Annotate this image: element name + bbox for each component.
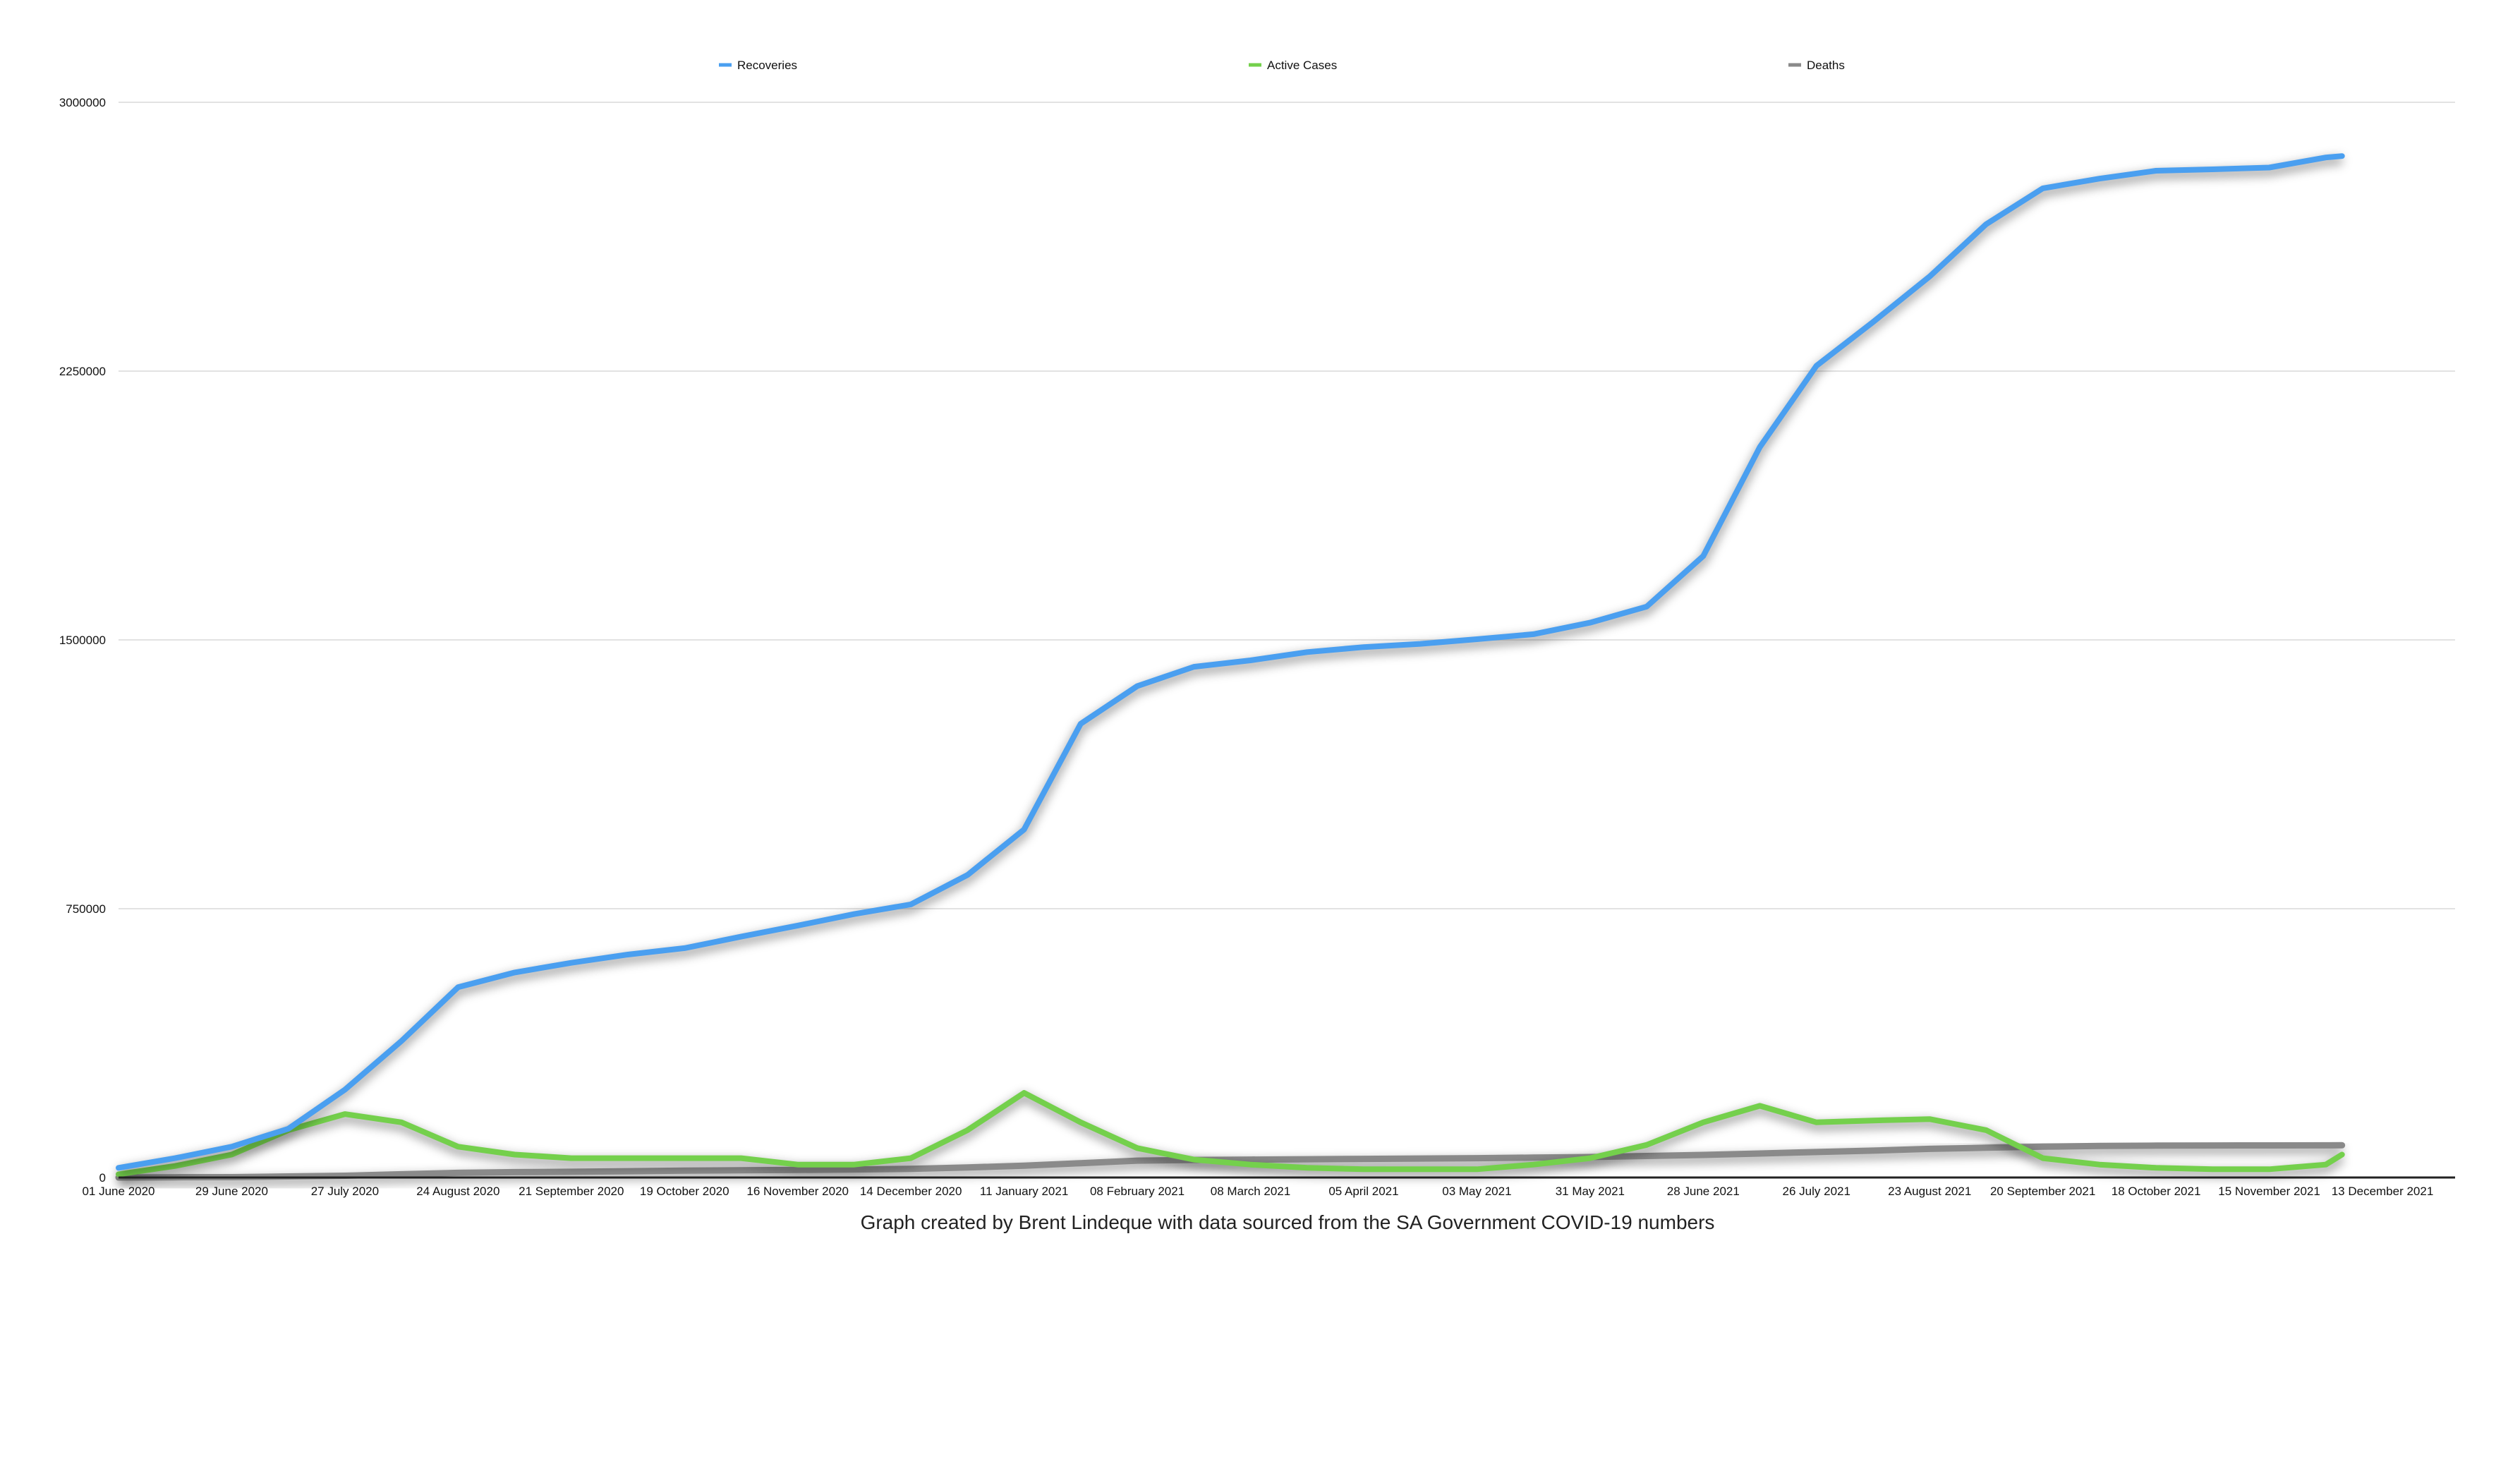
x-tick-label: 14 December 2020 — [860, 1185, 962, 1198]
x-tick-label: 01 June 2020 — [82, 1185, 155, 1198]
y-tick-label: 1500000 — [59, 634, 106, 647]
recoveries-line — [116, 153, 2345, 1171]
y-tick-label: 750000 — [66, 902, 106, 916]
x-tick-label: 27 July 2020 — [311, 1185, 379, 1198]
recoveries-shadow — [117, 156, 2343, 1177]
x-tick-label: 24 August 2020 — [416, 1185, 499, 1198]
legend: Recoveries Active Cases Deaths — [719, 59, 1845, 72]
x-tick-label: 29 June 2020 — [195, 1185, 268, 1198]
x-tick-label: 23 August 2021 — [1888, 1185, 1971, 1198]
legend-item-active-cases: Active Cases — [1249, 59, 1337, 72]
x-tick-label: 20 September 2021 — [1990, 1185, 2095, 1198]
y-tick-label: 3000000 — [59, 96, 106, 109]
x-tick-label: 19 October 2020 — [640, 1185, 729, 1198]
y-axis-ticks: 0 750000 1500000 2250000 3000000 — [59, 96, 106, 1185]
x-tick-label: 26 July 2021 — [1783, 1185, 1850, 1198]
series-lines — [115, 153, 2346, 1186]
active-cases-shadow — [118, 1092, 2344, 1183]
legend-label: Active Cases — [1267, 59, 1337, 72]
legend-item-deaths: Deaths — [1788, 59, 1845, 72]
legend-label: Deaths — [1807, 59, 1845, 72]
x-tick-label: 15 November 2021 — [2218, 1185, 2320, 1198]
y-tick-label: 0 — [99, 1171, 106, 1185]
x-tick-label: 21 September 2020 — [519, 1185, 624, 1198]
x-tick-label: 18 October 2021 — [2112, 1185, 2201, 1198]
x-tick-label: 08 February 2021 — [1090, 1185, 1185, 1198]
legend-label: Recoveries — [737, 59, 797, 72]
x-tick-label: 31 May 2021 — [1556, 1185, 1625, 1198]
x-tick-label: 11 January 2021 — [980, 1185, 1068, 1198]
x-tick-label: 05 April 2021 — [1328, 1185, 1398, 1198]
y-tick-label: 2250000 — [59, 365, 106, 378]
chart-caption: Graph created by Brent Lindeque with dat… — [861, 1211, 1715, 1233]
x-tick-label: 08 March 2021 — [1211, 1185, 1290, 1198]
x-axis-ticks: 01 June 2020 29 June 2020 27 July 2020 24 A… — [82, 1185, 2433, 1198]
active-cases-line — [116, 1090, 2345, 1178]
x-tick-label: 13 December 2021 — [2332, 1185, 2434, 1198]
x-tick-label: 28 June 2021 — [1667, 1185, 1740, 1198]
x-tick-label: 16 November 2020 — [746, 1185, 849, 1198]
x-tick-label: 03 May 2021 — [1442, 1185, 1511, 1198]
legend-item-recoveries: Recoveries — [719, 59, 797, 72]
gridlines — [119, 102, 2455, 909]
